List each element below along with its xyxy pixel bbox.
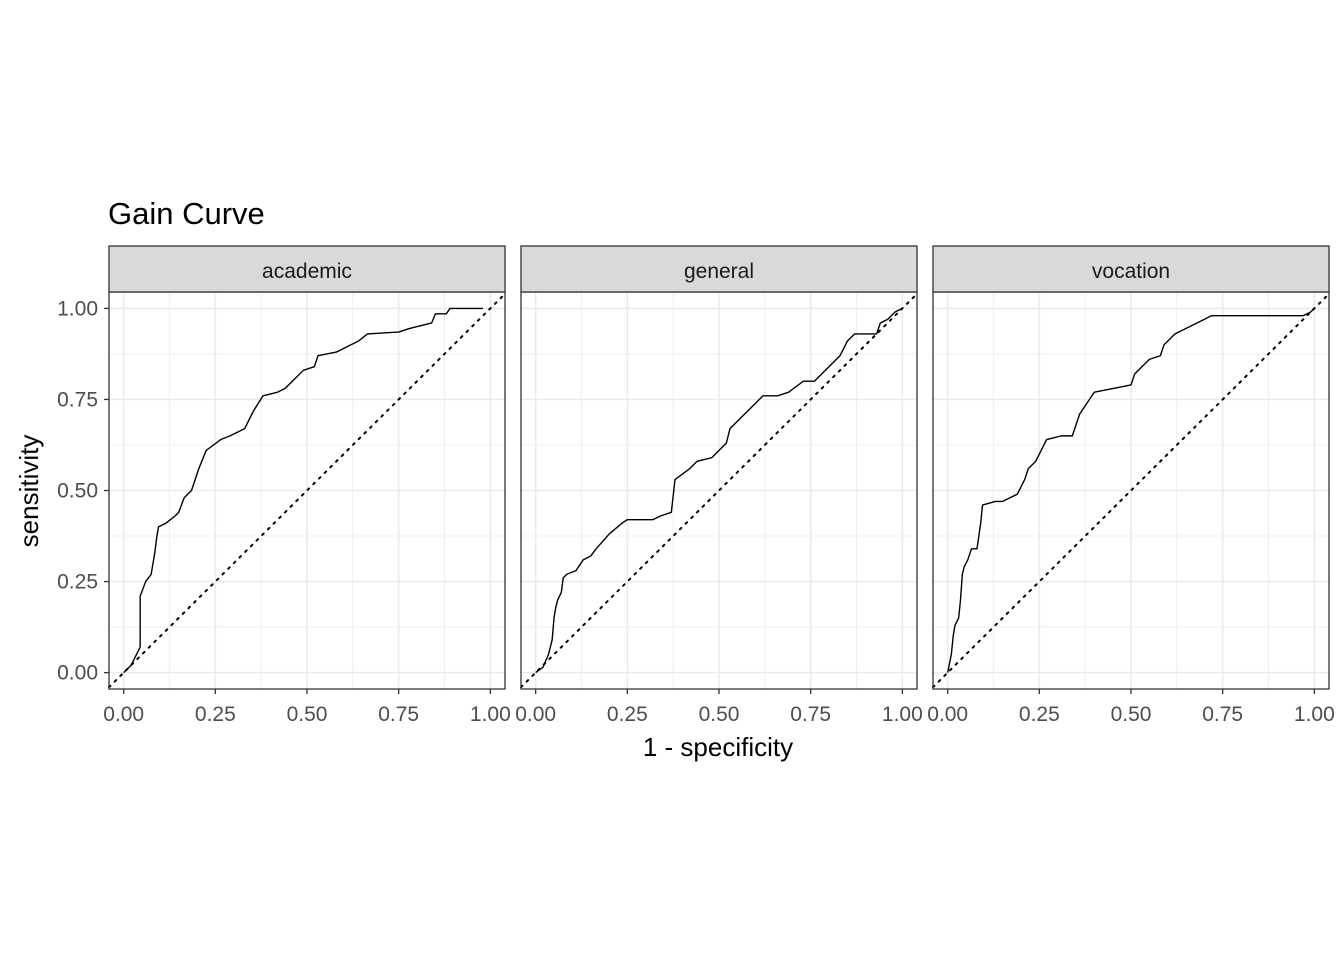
x-tick-label: 0.50 bbox=[1111, 703, 1152, 726]
y-tick-label: 0.00 bbox=[57, 662, 98, 685]
x-tick-label: 0.75 bbox=[378, 703, 419, 726]
y-tick-label: 1.00 bbox=[57, 297, 98, 320]
x-tick-label: 0.75 bbox=[1202, 703, 1243, 726]
x-axis-title: 1 - specificity bbox=[643, 732, 793, 762]
x-tick-label: 0.25 bbox=[1019, 703, 1060, 726]
x-tick-label: 0.75 bbox=[790, 703, 831, 726]
strip-background bbox=[520, 245, 918, 293]
y-tick-label: 0.75 bbox=[57, 388, 98, 411]
x-tick-label: 0.50 bbox=[699, 703, 740, 726]
strip-label-vocation: vocation bbox=[1092, 260, 1170, 283]
reference-diagonal bbox=[520, 292, 918, 689]
facet-general: general 0.00 0.25 0.50 0.75 1.00 bbox=[515, 245, 923, 726]
strip-background bbox=[108, 245, 506, 293]
x-tick-label: 0.50 bbox=[287, 703, 328, 726]
y-axis-title: sensitivity bbox=[14, 435, 44, 548]
strip-label-general: general bbox=[684, 260, 754, 283]
reference-diagonal bbox=[108, 292, 506, 689]
x-tick-label: 1.00 bbox=[470, 703, 511, 726]
x-tick-label: 0.00 bbox=[927, 703, 968, 726]
facet-vocation: vocation 0.00 0.25 0.50 0.75 1.00 bbox=[927, 245, 1335, 726]
x-tick-label: 0.25 bbox=[607, 703, 648, 726]
x-tick-label: 0.00 bbox=[103, 703, 144, 726]
x-tick-label: 0.00 bbox=[515, 703, 556, 726]
y-tick-label: 0.25 bbox=[57, 571, 98, 594]
reference-diagonal bbox=[932, 292, 1330, 689]
chart-title: Gain Curve bbox=[108, 196, 265, 231]
x-tick-label: 1.00 bbox=[1294, 703, 1335, 726]
strip-background bbox=[932, 245, 1330, 293]
gain-curve-vocation bbox=[946, 307, 1315, 673]
y-tick-label: 0.50 bbox=[57, 480, 98, 503]
strip-label-academic: academic bbox=[262, 260, 352, 283]
gain-curve-academic bbox=[123, 307, 483, 674]
gain-curve-general bbox=[535, 307, 903, 674]
x-tick-label: 0.25 bbox=[195, 703, 236, 726]
x-tick-label: 1.00 bbox=[882, 703, 923, 726]
facet-academic: academic 0.00 0.25 0.50 0.75 1.00 0.00 0.25 0.50… bbox=[57, 245, 511, 726]
